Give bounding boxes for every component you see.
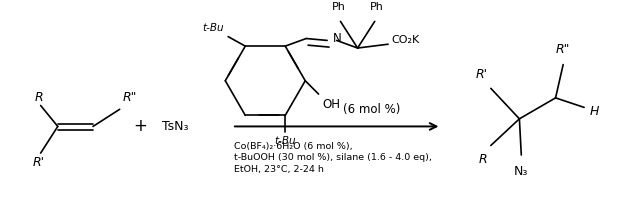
Text: +: + bbox=[134, 118, 148, 135]
Text: t-Bu: t-Bu bbox=[275, 136, 296, 146]
Text: TsN₃: TsN₃ bbox=[162, 120, 188, 133]
Text: R": R" bbox=[123, 91, 137, 104]
Text: N: N bbox=[333, 32, 342, 45]
Text: (6 mol %): (6 mol %) bbox=[343, 103, 401, 116]
Text: R: R bbox=[35, 91, 43, 104]
Text: CO₂K: CO₂K bbox=[392, 35, 420, 45]
Text: t-BuOOH (30 mol %), silane (1.6 - 4.0 eq),: t-BuOOH (30 mol %), silane (1.6 - 4.0 eq… bbox=[234, 153, 432, 162]
Text: t-Bu: t-Bu bbox=[203, 23, 224, 33]
Text: R': R' bbox=[33, 156, 45, 169]
Text: H: H bbox=[590, 105, 599, 118]
Text: Ph: Ph bbox=[370, 2, 384, 12]
Text: Co(BF₄)₂·6H₂O (6 mol %),: Co(BF₄)₂·6H₂O (6 mol %), bbox=[234, 142, 353, 151]
Text: R': R' bbox=[476, 68, 488, 81]
Text: R": R" bbox=[556, 43, 570, 56]
Text: Ph: Ph bbox=[332, 2, 345, 12]
Text: N₃: N₃ bbox=[514, 165, 528, 178]
Text: R: R bbox=[479, 153, 487, 166]
Text: EtOH, 23°C, 2-24 h: EtOH, 23°C, 2-24 h bbox=[234, 165, 324, 173]
Text: OH: OH bbox=[322, 98, 340, 111]
